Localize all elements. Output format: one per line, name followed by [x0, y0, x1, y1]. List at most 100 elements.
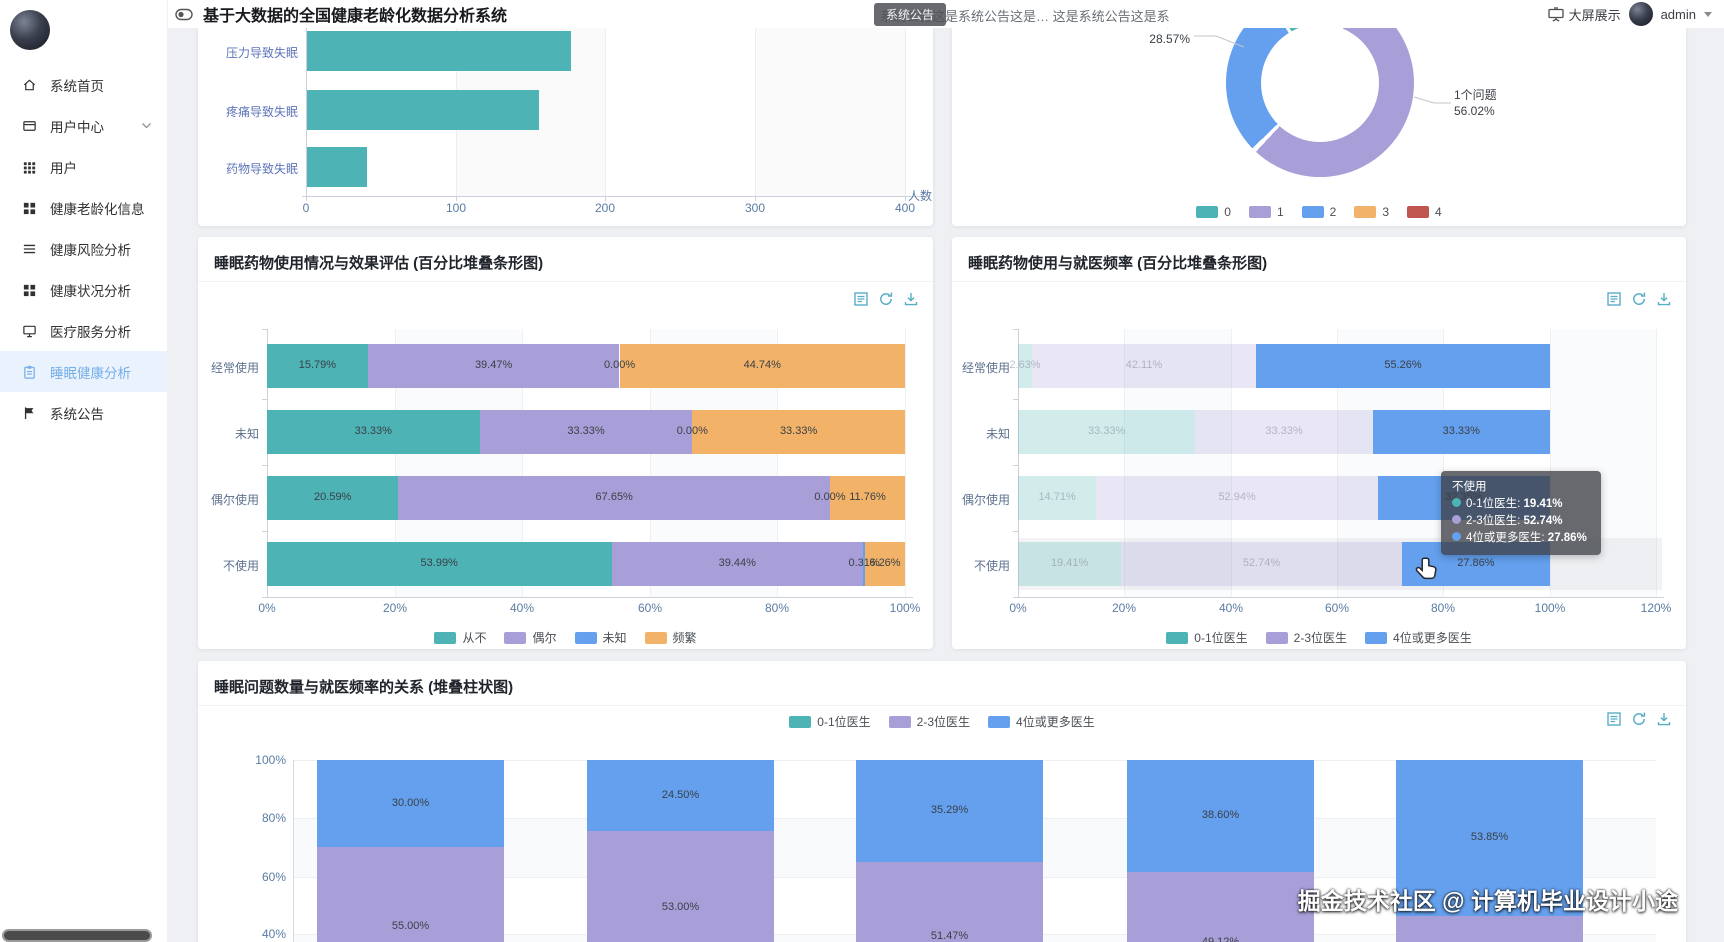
- toolbox-dataview-icon[interactable]: [1606, 291, 1622, 312]
- bar-segment[interactable]: [267, 542, 612, 586]
- legend-item[interactable]: 频繁: [644, 629, 697, 646]
- bar-segment[interactable]: [865, 542, 905, 586]
- chart-title: 睡眠药物使用情况与效果评估 (百分比堆叠条形图): [214, 255, 544, 272]
- axis-tick-label: 40%: [261, 927, 286, 941]
- toolbox-download-icon[interactable]: [1656, 291, 1672, 312]
- bar-segment[interactable]: [1018, 410, 1196, 454]
- legend-item[interactable]: 2-3位医生: [1265, 629, 1347, 646]
- big-screen-button[interactable]: 大屏展示: [1547, 5, 1621, 24]
- bar-value-label: 11.76%: [849, 491, 886, 503]
- clipboard-icon: [24, 365, 35, 379]
- legend-item[interactable]: 未知: [574, 629, 627, 646]
- list-icon: [23, 244, 36, 253]
- legend-item[interactable]: 4: [1407, 205, 1442, 219]
- collapse-sidebar-icon[interactable]: [175, 8, 193, 21]
- horizontal-scrollbar-thumb[interactable]: [2, 929, 152, 942]
- bar-segment[interactable]: [1396, 760, 1583, 916]
- bar-segment[interactable]: [1018, 542, 1122, 586]
- bar-segment[interactable]: [1096, 476, 1378, 520]
- bar-segment[interactable]: [611, 542, 864, 586]
- y-axis-line: [267, 329, 268, 597]
- bar-segment[interactable]: [856, 862, 1043, 942]
- toolbox-restore-icon[interactable]: [878, 291, 894, 312]
- bar-segment[interactable]: [317, 760, 504, 847]
- legend-item[interactable]: 2-3位医生: [888, 713, 970, 730]
- bar-value-label: 55.00%: [391, 920, 430, 932]
- bar-segment[interactable]: [1195, 410, 1373, 454]
- bar-value-label: 33.33%: [1442, 425, 1480, 437]
- bar-segment[interactable]: [267, 410, 480, 454]
- legend-item[interactable]: 0-1位医生: [1166, 629, 1248, 646]
- bar-segment[interactable]: [587, 760, 774, 831]
- legend-swatch: [1196, 206, 1219, 218]
- sidebar-item-7[interactable]: 睡眠健康分析: [0, 351, 167, 392]
- bar-segment[interactable]: [856, 760, 1043, 862]
- chevron-down-icon[interactable]: [1704, 11, 1712, 17]
- y-axis-line: [306, 28, 307, 196]
- bar-segment[interactable]: [267, 344, 368, 388]
- legend-item[interactable]: 0-1位医生: [789, 713, 871, 730]
- bar-segment[interactable]: [692, 410, 905, 454]
- bar-segment[interactable]: [863, 542, 866, 586]
- axis-tick-label: 80%: [764, 601, 790, 615]
- legend-item[interactable]: 0: [1196, 205, 1231, 219]
- bar-segment[interactable]: [1018, 476, 1097, 520]
- bar-segment[interactable]: [1256, 344, 1550, 388]
- sidebar-item-8[interactable]: 系统公告: [0, 392, 167, 433]
- axis-tick-label: 400: [894, 201, 916, 215]
- card-med-usage-effect[interactable]: 睡眠药物使用情况与效果评估 (百分比堆叠条形图) 0% 20% 40% 60% 80% 1…: [198, 237, 933, 649]
- bar-segment[interactable]: [267, 476, 399, 520]
- legend-swatch: [1354, 206, 1377, 218]
- bar-value-label: 15.79%: [298, 359, 337, 371]
- sidebar-item-0[interactable]: 系统首页: [0, 64, 167, 105]
- bar-segment[interactable]: [1121, 542, 1402, 586]
- legend-item[interactable]: 4位或更多医生: [988, 713, 1095, 730]
- sidebar-item-4[interactable]: 健康风险分析: [0, 228, 167, 269]
- bar-segment[interactable]: [619, 344, 905, 388]
- legend-item[interactable]: 从不: [434, 629, 486, 646]
- tick-mark: [262, 597, 267, 598]
- card-med-usage-visits[interactable]: 睡眠药物使用与就医频率 (百分比堆叠条形图) 0% 20% 40% 60% 80% 100…: [952, 237, 1686, 649]
- bar-segment[interactable]: [307, 31, 571, 71]
- legend-item[interactable]: 3: [1354, 205, 1389, 219]
- bar-segment[interactable]: [1018, 344, 1032, 388]
- bar-segment[interactable]: [367, 344, 620, 388]
- sidebar-item-6[interactable]: 医疗服务分析: [0, 310, 167, 351]
- legend-item[interactable]: 4位或更多医生: [1365, 629, 1472, 646]
- bar-segment[interactable]: [1127, 760, 1314, 872]
- sidebar-item-3[interactable]: 健康老龄化信息: [0, 187, 167, 228]
- bar-segment[interactable]: [830, 476, 905, 520]
- bar-segment[interactable]: [307, 90, 539, 130]
- y-axis-line: [293, 760, 294, 942]
- bar-segment[interactable]: [1127, 872, 1314, 942]
- toolbox-download-icon[interactable]: [1656, 711, 1672, 732]
- card-problem-count-donut[interactable]: 1个问题 56.02% 2个问题 28.57% 0 1 2 3 4: [952, 28, 1686, 226]
- bar-segment[interactable]: [1372, 410, 1550, 454]
- sidebar-item-5[interactable]: 健康状况分析: [0, 269, 167, 310]
- toolbox-dataview-icon[interactable]: [853, 291, 869, 312]
- bar-segment[interactable]: [317, 847, 504, 942]
- bar-segment[interactable]: [307, 147, 367, 187]
- chart-legend: 0 1 2 3 4: [952, 205, 1686, 219]
- toolbox-download-icon[interactable]: [903, 291, 919, 312]
- toolbox-restore-icon[interactable]: [1631, 711, 1647, 732]
- legend-item[interactable]: 2: [1301, 205, 1336, 219]
- bar-value-label: 38.60%: [1201, 809, 1240, 821]
- card-problems-vs-visits[interactable]: 睡眠问题数量与就医频率的关系 (堆叠柱状图) 100% 80% 60% 40% 30.0…: [198, 661, 1686, 942]
- sidebar-item-2[interactable]: 用户: [0, 146, 167, 187]
- flag-icon: [24, 406, 34, 419]
- user-avatar-small[interactable]: [1628, 2, 1653, 26]
- toolbox-restore-icon[interactable]: [1631, 291, 1647, 312]
- bar-segment[interactable]: [1032, 344, 1256, 388]
- legend-item[interactable]: 1: [1248, 205, 1284, 219]
- y-axis-line: [1018, 329, 1019, 597]
- sidebar-item-1[interactable]: 用户中心: [0, 105, 167, 146]
- bar-segment[interactable]: [587, 831, 774, 942]
- bar-segment[interactable]: [479, 410, 693, 454]
- axis-tick-label: 100%: [1534, 601, 1566, 615]
- bar-segment[interactable]: [398, 476, 830, 520]
- bar-segment[interactable]: [1396, 916, 1583, 942]
- toolbox-dataview-icon[interactable]: [1606, 711, 1622, 732]
- legend-item[interactable]: 偶尔: [504, 629, 557, 646]
- card-insomnia-causes-chart[interactable]: 0 100 200 300 400 人数 压力导致失眠 疼痛导致失眠 药物导致失眠: [198, 28, 933, 226]
